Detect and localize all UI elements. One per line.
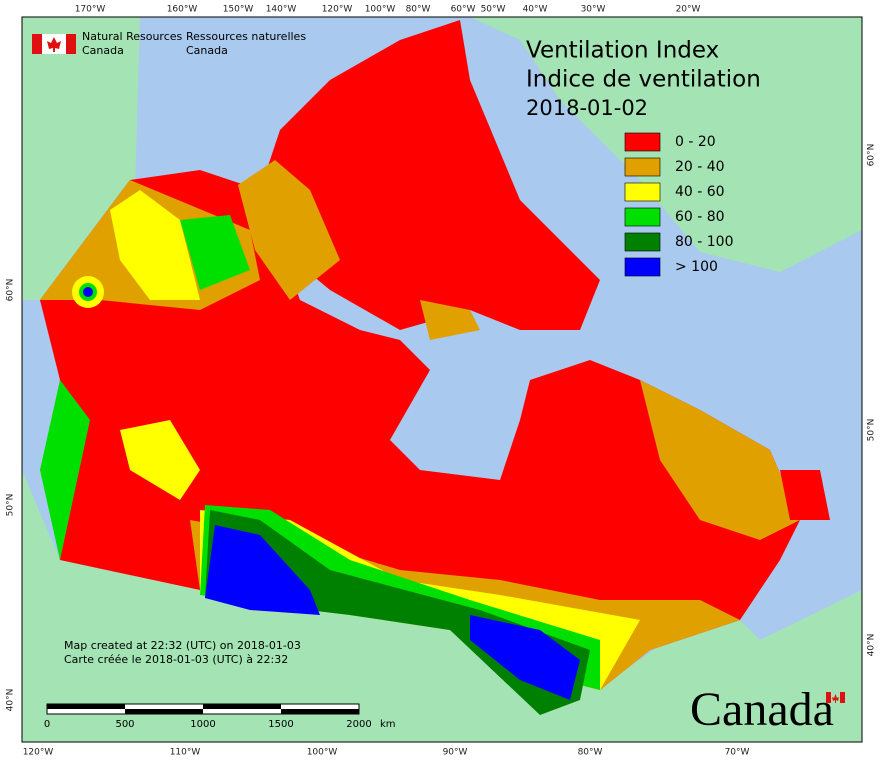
legend-swatch: [624, 232, 661, 252]
agency-fr: Canada: [186, 44, 228, 57]
scale-label: 2000: [346, 719, 371, 730]
map-frame: [21, 16, 863, 743]
agency-en: Canada: [82, 44, 124, 57]
scale-label: 0: [44, 719, 50, 730]
legend-label: 60 - 80: [675, 209, 725, 225]
zone-20-40: [238, 160, 340, 300]
legend-swatch: [624, 257, 661, 277]
wordmark: Canada: [690, 683, 834, 736]
flag-bar: [32, 34, 42, 54]
graticule-label: 50°N: [6, 494, 16, 517]
flag-bar: [840, 692, 845, 703]
agency-fr: Ressources naturelles: [186, 30, 306, 43]
graticule-label: 100°W: [307, 748, 338, 758]
legend-swatch: [624, 132, 661, 152]
note: Map created at 22:32 (UTC) on 2018-01-03: [64, 639, 301, 652]
graticule-label: 70°W: [725, 748, 750, 758]
scale-label: 1000: [190, 719, 215, 730]
zone-60-80: [180, 215, 250, 290]
canada-wordmark: Canada: [690, 683, 845, 736]
maple-leaf: [832, 694, 839, 703]
legend-swatch: [624, 157, 661, 177]
graticule-label: 140°W: [266, 5, 297, 15]
note: Carte créée le 2018-01-03 (UTC) à 22:32: [64, 653, 288, 666]
graticule-label: 120°W: [23, 748, 54, 758]
zone-100: [83, 287, 93, 297]
legend-swatch: [624, 182, 661, 202]
graticule-label: 40°N: [6, 689, 16, 712]
graticule-label: 160°W: [167, 5, 198, 15]
legend-label: > 100: [675, 259, 718, 275]
legend-label: 0 - 20: [675, 134, 716, 150]
flag-bar: [826, 692, 831, 703]
graticule-labels: 170°W 160°W 150°W 140°W 120°W 100°W 80°W 60°W 50…: [6, 5, 877, 758]
title: Ventilation Index: [526, 38, 719, 64]
zone-100: [470, 615, 580, 700]
legend-label: 80 - 100: [675, 234, 734, 250]
graticule-label: 50°W: [481, 5, 506, 15]
flag-bar: [66, 34, 76, 54]
graticule-label: 60°N: [6, 279, 16, 302]
graticule-label: 60°W: [451, 5, 476, 15]
graticule-label: 90°W: [443, 748, 468, 758]
legend: 0 - 20 20 - 40 40 - 60 60 - 80 80 - 100 > 100: [624, 132, 734, 277]
greenland: [470, 17, 862, 272]
scale-bar: 0 500 1000 1500 2000 km: [44, 703, 396, 730]
zone-80-100: [205, 510, 590, 715]
zone-20-40: [640, 380, 800, 540]
alaska: [22, 17, 140, 300]
zone-100: [205, 525, 320, 615]
graticule-label: 20°W: [676, 5, 701, 15]
zone-60-80: [40, 380, 90, 560]
agency-en: Natural Resources: [82, 30, 183, 43]
graticule-label: 50°N: [867, 419, 877, 442]
legend-swatch: [624, 207, 661, 227]
graticule-label: 60°N: [867, 144, 877, 167]
scale-label: 500: [115, 719, 134, 730]
scale-bar-segment: [281, 709, 359, 714]
graticule-label: 30°W: [581, 5, 606, 15]
graticule-label: 120°W: [322, 5, 353, 15]
newfoundland: [780, 470, 830, 520]
maple-leaf: [47, 37, 61, 52]
nrcan-logo: Natural Resources Canada Ressources natu…: [32, 30, 306, 57]
scale-bar-segment: [125, 709, 203, 714]
map-area: [21, 16, 863, 743]
date: 2018-01-02: [526, 96, 648, 120]
scale-label: 1500: [268, 719, 293, 730]
notes: Map created at 22:32 (UTC) on 2018-01-03…: [64, 639, 301, 666]
zone-40-60: [120, 420, 200, 500]
legend-label: 40 - 60: [675, 184, 725, 200]
scale-bar-segment: [203, 704, 281, 709]
zone-20-40: [420, 300, 480, 340]
graticule-label: 110°W: [170, 748, 201, 758]
arctic-islands: [260, 20, 600, 330]
graticule-label: 170°W: [75, 5, 106, 15]
graticule-label: 80°W: [578, 748, 603, 758]
graticule-label: 100°W: [365, 5, 396, 15]
graticule-label: 40°W: [523, 5, 548, 15]
graticule-label: 80°W: [406, 5, 431, 15]
scale-bar-segment: [47, 704, 125, 709]
title-fr: Indice de ventilation: [526, 67, 761, 93]
zone-40-60: [110, 190, 200, 300]
legend-label: 20 - 40: [675, 159, 725, 175]
scale-unit: km: [380, 719, 396, 730]
usa: [22, 470, 862, 742]
graticule-label: 40°N: [867, 634, 877, 657]
graticule-label: 150°W: [223, 5, 254, 15]
